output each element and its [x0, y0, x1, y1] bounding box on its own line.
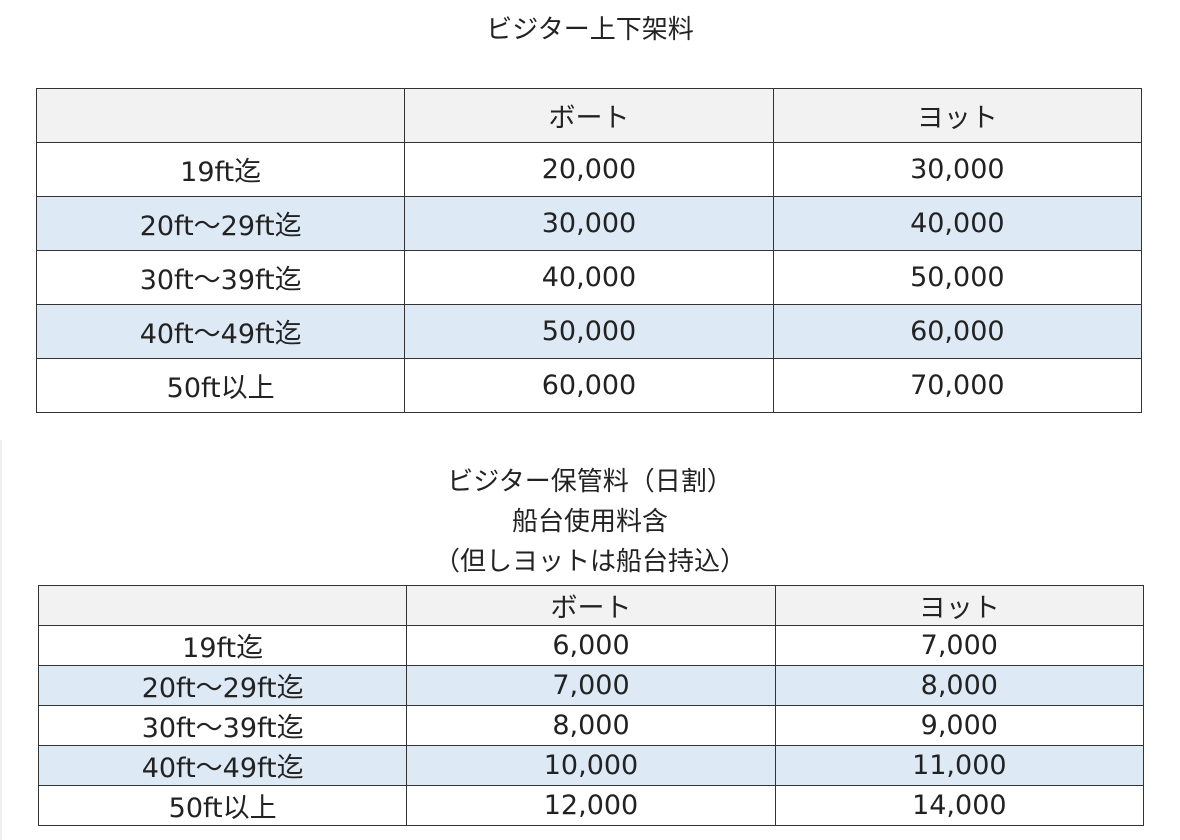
header-cell-size	[35, 88, 406, 143]
size-cell: 40ft～49ft迄	[37, 745, 408, 786]
left-edge-line	[0, 440, 2, 840]
table-row: 30ft～39ft迄 40,000 50,000	[35, 250, 1143, 305]
hoisting-fee-table: ボート ヨット 19ft迄 20,000 30,000 20ft～29ft迄 3…	[35, 88, 1143, 413]
size-cell: 50ft以上	[35, 358, 406, 413]
size-cell: 20ft～29ft迄	[35, 196, 406, 251]
storage-fee-subtitle: 船台使用料含	[511, 507, 668, 537]
storage-fee-title: ビジター保管料（日割）	[447, 467, 733, 497]
storage-fee-note: （但しヨットは船台持込）	[433, 547, 746, 577]
size-cell: 19ft迄	[35, 142, 406, 197]
yacht-price-cell: 7,000	[774, 625, 1145, 666]
yacht-price-cell: 70,000	[772, 358, 1143, 413]
header-cell-size	[37, 585, 408, 626]
boat-price-cell: 10,000	[406, 745, 776, 786]
table-row: 19ft迄 20,000 30,000	[35, 142, 1143, 197]
table-header-row: ボート ヨット	[35, 88, 1143, 143]
header-cell-yacht: ヨット	[774, 585, 1145, 626]
table-row: 30ft～39ft迄 8,000 9,000	[37, 705, 1145, 746]
boat-price-cell: 60,000	[404, 358, 774, 413]
size-cell: 30ft～39ft迄	[37, 705, 408, 746]
yacht-price-cell: 40,000	[772, 196, 1143, 251]
table-row: 40ft～49ft迄 10,000 11,000	[37, 745, 1145, 786]
size-cell: 20ft～29ft迄	[37, 665, 408, 706]
table-row: 50ft以上 12,000 14,000	[37, 785, 1145, 826]
yacht-price-cell: 8,000	[774, 665, 1145, 706]
table-row: 50ft以上 60,000 70,000	[35, 358, 1143, 413]
boat-price-cell: 6,000	[406, 625, 776, 666]
header-cell-yacht: ヨット	[772, 88, 1143, 143]
table-row: 20ft～29ft迄 30,000 40,000	[35, 196, 1143, 251]
yacht-price-cell: 14,000	[774, 785, 1145, 826]
boat-price-cell: 40,000	[404, 250, 774, 305]
size-cell: 40ft～49ft迄	[35, 304, 406, 359]
yacht-price-cell: 9,000	[774, 705, 1145, 746]
boat-price-cell: 20,000	[404, 142, 774, 197]
boat-price-cell: 7,000	[406, 665, 776, 706]
table-row: 19ft迄 6,000 7,000	[37, 625, 1145, 666]
header-cell-boat: ボート	[404, 88, 774, 143]
size-cell: 50ft以上	[37, 785, 408, 826]
size-cell: 30ft～39ft迄	[35, 250, 406, 305]
header-cell-boat: ボート	[406, 585, 776, 626]
boat-price-cell: 50,000	[404, 304, 774, 359]
table-header-row: ボート ヨット	[37, 585, 1145, 626]
size-cell: 19ft迄	[37, 625, 408, 666]
boat-price-cell: 30,000	[404, 196, 774, 251]
yacht-price-cell: 60,000	[772, 304, 1143, 359]
yacht-price-cell: 50,000	[772, 250, 1143, 305]
storage-fee-table: ボート ヨット 19ft迄 6,000 7,000 20ft～29ft迄 7,0…	[37, 585, 1145, 826]
yacht-price-cell: 30,000	[772, 142, 1143, 197]
yacht-price-cell: 11,000	[774, 745, 1145, 786]
boat-price-cell: 12,000	[406, 785, 776, 826]
boat-hoisting-fee-title: ビジター上下架料	[486, 15, 694, 45]
table-row: 40ft～49ft迄 50,000 60,000	[35, 304, 1143, 359]
boat-price-cell: 8,000	[406, 705, 776, 746]
table-row: 20ft～29ft迄 7,000 8,000	[37, 665, 1145, 706]
